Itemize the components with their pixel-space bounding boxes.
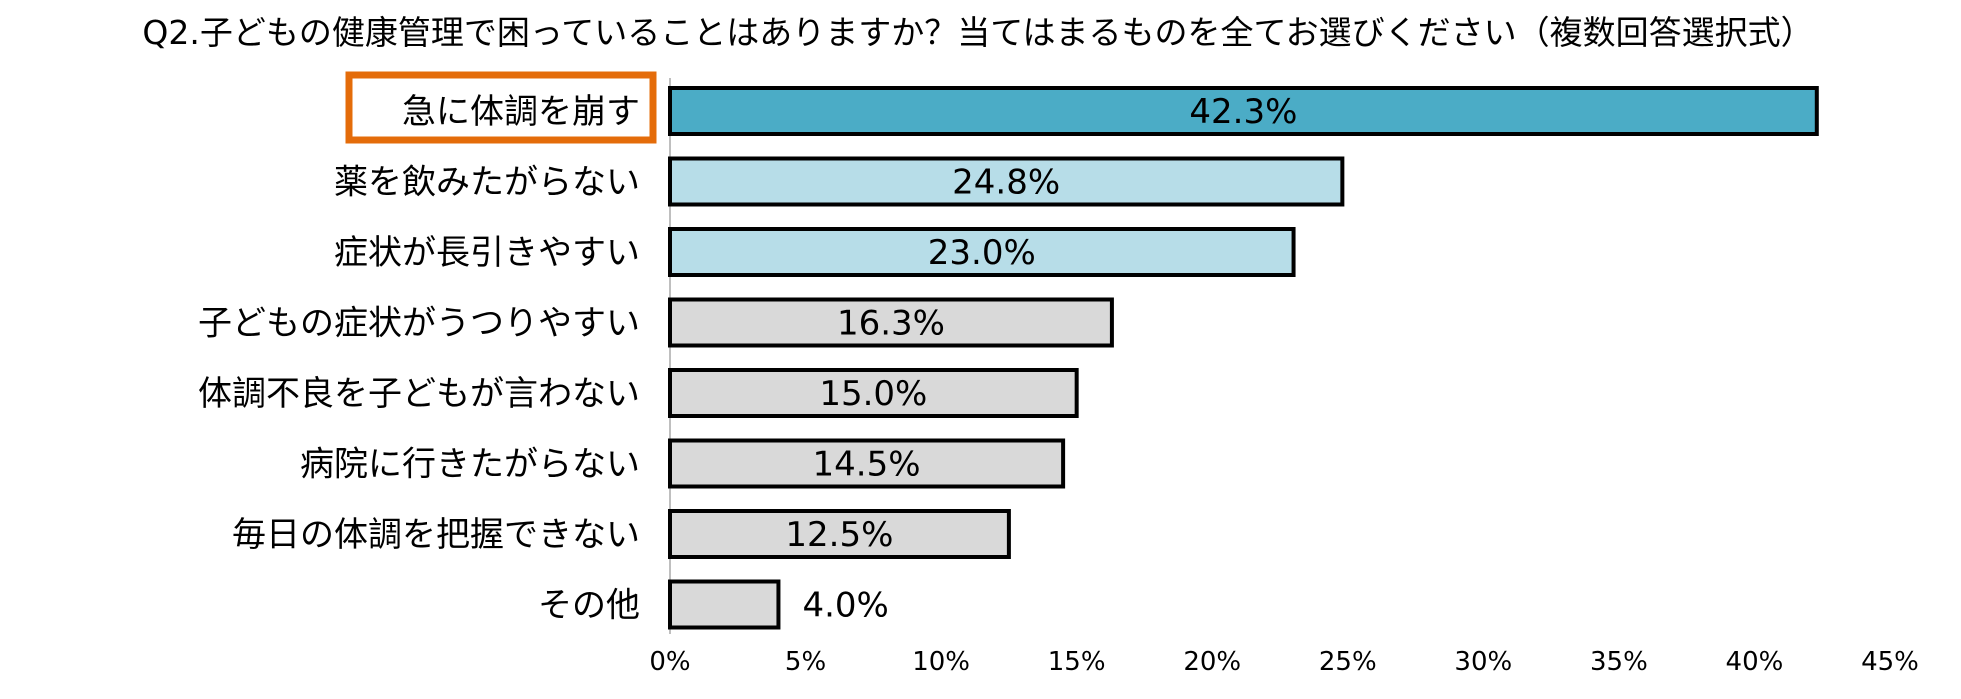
- category-label-6: 病院に行きたがらない: [300, 445, 640, 485]
- data-label-3: 23.0%: [928, 233, 1036, 273]
- bar-7: [668, 509, 1011, 559]
- data-label-7: 12.5%: [785, 515, 893, 555]
- x-tick-label-2: 5%: [785, 647, 826, 677]
- x-axis-ticks: 0% 5% 10% 15% 20% 25% 30% 35% 40% 45%: [649, 647, 1919, 677]
- category-label-1: 急に体調を崩す: [402, 92, 640, 132]
- x-tick-label-8: 35%: [1590, 647, 1648, 677]
- bar-2: [668, 156, 1345, 207]
- x-tick-label-10: 45%: [1861, 647, 1919, 677]
- x-tick-label-4: 15%: [1048, 647, 1106, 677]
- x-tick-label-1: 0%: [649, 647, 690, 677]
- x-tick-label-5: 20%: [1183, 647, 1241, 677]
- category-label-7: 毎日の体調を把握できない: [232, 515, 640, 555]
- bar-5: [668, 368, 1079, 418]
- bars: [668, 86, 1819, 630]
- category-label-3: 症状が長引きやすい: [334, 233, 640, 273]
- x-tick-label-3: 10%: [912, 647, 970, 677]
- category-label-2: 薬を飲みたがらない: [334, 163, 640, 203]
- category-label-8: その他: [538, 586, 640, 626]
- x-tick-label-6: 25%: [1319, 647, 1377, 677]
- data-label-2: 24.8%: [952, 163, 1060, 203]
- data-label-4: 16.3%: [837, 304, 945, 344]
- data-label-5: 15.0%: [819, 374, 927, 414]
- bar-3: [668, 227, 1296, 277]
- category-label-5: 体調不良を子どもが言わない: [198, 374, 640, 414]
- data-label-1: 42.3%: [1189, 92, 1297, 132]
- data-label-6: 14.5%: [813, 445, 921, 485]
- bar-6: [668, 438, 1066, 489]
- chart-title: Q2.子どもの健康管理で困っていることはありますか？当てはまるものを全てお選びく…: [142, 13, 1813, 52]
- data-labels: 42.3% 24.8% 23.0% 16.3% 15.0% 14.5% 12.5% 4.0%: [785, 92, 1297, 626]
- highlight-box: [345, 71, 657, 144]
- bar-1: [668, 86, 1819, 136]
- bar-8: [668, 579, 781, 630]
- x-tick-label-9: 40%: [1726, 647, 1784, 677]
- data-label-8: 4.0%: [802, 586, 888, 626]
- bar-4: [668, 297, 1114, 348]
- x-tick-label-7: 30%: [1454, 647, 1512, 677]
- category-labels: 急に体調を崩す薬を飲みたがらない症状が長引きやすい子どもの症状がうつりやすい体調…: [198, 92, 640, 626]
- category-label-4: 子どもの症状がうつりやすい: [198, 304, 640, 344]
